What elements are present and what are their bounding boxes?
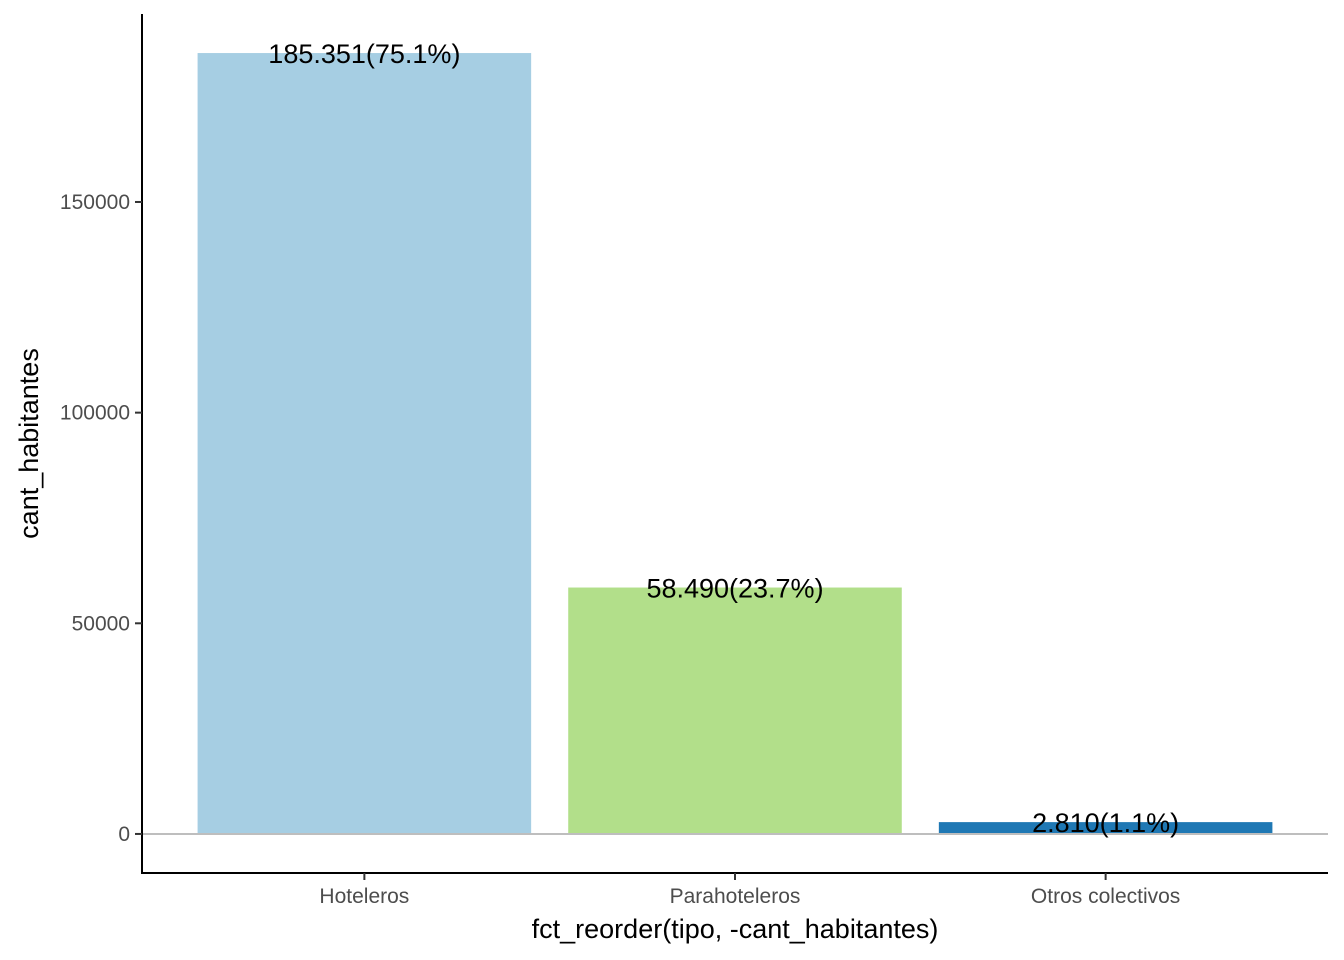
x-tick-label-2: Otros colectivos [1031, 885, 1180, 908]
x-tick-label-0: Hoteleros [319, 885, 409, 908]
bars-group [197, 53, 1273, 834]
y-tick-label-1: 50000 [72, 612, 130, 635]
data-labels-group: 185.351(75.1%) 58.490(23.7%) 2.810(1.1%) [268, 39, 1179, 838]
data-label-2: 2.810(1.1%) [1032, 808, 1179, 838]
bar-1 [568, 587, 902, 834]
bar-0 [197, 53, 532, 834]
x-tick-label-1: Parahoteleros [670, 885, 801, 908]
x-axis-title: fct_reorder(tipo, -cant_habitantes) [532, 914, 939, 944]
y-tick-label-3: 150000 [60, 191, 130, 214]
y-axis-ticks: 0 50000 100000 150000 [60, 191, 142, 846]
bar-2 [938, 822, 1273, 834]
data-label-0: 185.351(75.1%) [268, 39, 460, 69]
y-axis-title: cant_habitantes [14, 348, 44, 539]
y-tick-label-2: 100000 [60, 402, 130, 425]
data-label-1: 58.490(23.7%) [646, 574, 823, 604]
x-axis-ticks: Hoteleros Parahoteleros Otros colectivos [319, 873, 1180, 908]
y-tick-label-0: 0 [118, 823, 130, 846]
